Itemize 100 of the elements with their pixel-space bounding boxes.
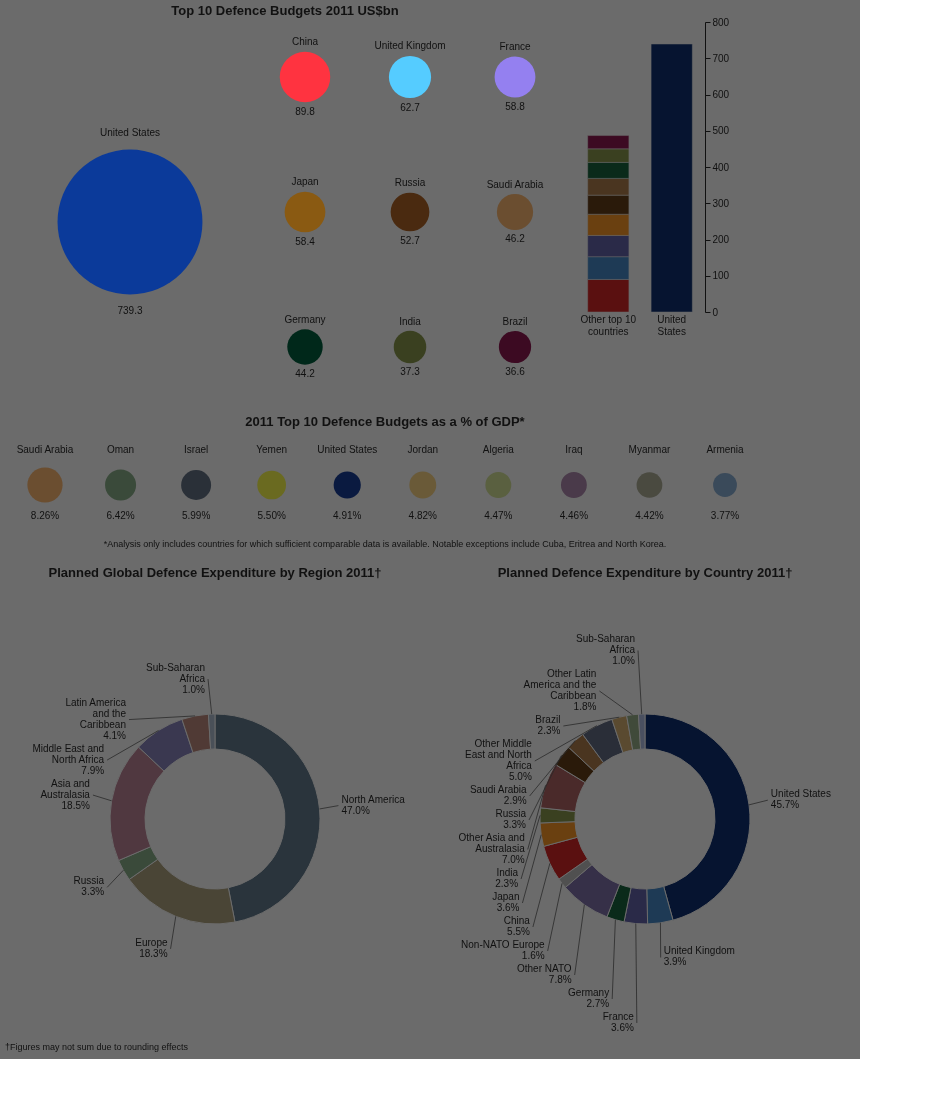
text: Top 10 Defence Budgets 2011 US$bn <box>171 3 399 18</box>
category-label: Algeria <box>482 444 515 455</box>
y-tick-label: 700 <box>712 52 730 64</box>
x-tick-label: Other top 10 countries <box>580 313 637 337</box>
slice-label: Other Asia and Australasia <box>458 832 526 854</box>
slice-label: Other Middle East and North Africa <box>465 738 533 771</box>
category-label: Iraq <box>565 444 583 455</box>
data-label: 5.50% <box>257 510 286 521</box>
data-label: 7.9% <box>81 764 105 776</box>
data-label: 3.9% <box>663 956 687 968</box>
data-label: 7.0% <box>501 854 525 865</box>
slice-label: United Kingdom <box>663 945 735 957</box>
y-tick-label: 400 <box>712 161 730 173</box>
category-label: India <box>399 315 422 327</box>
slice-label: Saudi Arabia <box>469 784 528 795</box>
data-label: 58.4 <box>295 235 316 247</box>
data-label: 1.0% <box>182 683 206 695</box>
y-tick-label: 0 <box>712 306 719 318</box>
data-label: 3.77% <box>710 510 740 521</box>
data-label: 1.0% <box>612 655 636 666</box>
data-label: 4.91% <box>333 510 362 521</box>
data-label: 18.3% <box>139 947 168 959</box>
slice-label: Sub-Saharan Africa <box>146 661 206 684</box>
slice-label: Asia and Australasia <box>40 777 91 800</box>
slice-label: United States <box>770 788 831 800</box>
data-label: 5.0% <box>508 771 532 782</box>
category-label: Israel <box>183 444 209 455</box>
slice-label: North America <box>341 793 406 805</box>
y-tick-label: 200 <box>712 234 730 245</box>
slice-label: Sub-Saharan Africa <box>576 633 636 655</box>
data-label: 45.7% <box>770 799 800 811</box>
category-label: United States <box>317 444 378 455</box>
data-label: 5.5% <box>507 926 531 937</box>
data-label: 739.3 <box>117 304 143 316</box>
category-label: Armenia <box>706 444 745 455</box>
category-label: United States <box>99 127 161 139</box>
category-label: Brazil <box>502 315 528 327</box>
data-label: 6.42% <box>106 510 135 521</box>
category-label: Yemen <box>256 444 288 455</box>
category-label: France <box>499 40 531 52</box>
data-label: 52.7 <box>400 234 421 246</box>
slice-label: Latin America and the Caribbean <box>65 696 127 730</box>
data-label: 1.8% <box>573 701 597 712</box>
category-label: Saudi Arabia <box>16 444 74 455</box>
data-label: 37.3 <box>400 366 421 378</box>
data-label: 2.3% <box>495 878 519 889</box>
slice-label: Germany <box>568 987 610 998</box>
slice-label: Middle East and North Africa <box>32 742 105 765</box>
data-label: 2.9% <box>503 795 527 806</box>
slice-label: Russia <box>73 875 105 887</box>
data-label: 3.6% <box>496 902 520 913</box>
chart-title: Planned Defence Expenditure by Country 2011† <box>497 565 793 580</box>
category-label: China <box>291 35 319 47</box>
data-label: 2.7% <box>586 998 610 1009</box>
category-label: Russia <box>394 177 426 189</box>
data-label: 7.8% <box>548 974 572 985</box>
slice-label: China <box>503 915 531 926</box>
slice-label: Europe <box>135 936 168 948</box>
y-tick-label: 500 <box>712 125 730 137</box>
slice-label: Other NATO <box>516 963 572 974</box>
slice-label: Other Latin America and the Caribbean <box>523 668 597 701</box>
data-label: 44.2 <box>295 367 316 379</box>
text: 2011 Top 10 Defence Budgets as a % of GDP* <box>245 414 526 429</box>
data-label: 4.82% <box>408 510 438 521</box>
text: *Analysis only includes countries for which sufficient comparable data is available. Notable exceptions include Cuba, Eritrea and North Korea. <box>103 539 667 549</box>
data-label: 4.1% <box>103 729 127 741</box>
slice-label: Russia <box>495 808 527 819</box>
data-label: 36.6 <box>505 366 526 378</box>
data-label: 47.0% <box>341 804 370 816</box>
y-tick-label: 300 <box>712 197 730 209</box>
data-label: 58.8 <box>505 101 526 113</box>
slice-label: Japan <box>492 891 520 902</box>
data-label: 5.99% <box>181 510 211 521</box>
data-label: 46.2 <box>505 233 526 245</box>
slice-label: France <box>602 1011 635 1022</box>
data-label: 3.6% <box>611 1022 634 1033</box>
data-label: 3.3% <box>503 819 527 830</box>
category-label: Myanmar <box>628 444 671 455</box>
slice-label: Non-NATO Europe <box>461 939 546 950</box>
slice-label: Brazil <box>535 714 561 725</box>
category-label: United Kingdom <box>374 40 446 52</box>
text: †Figures may not sum due to rounding effects <box>5 1042 189 1052</box>
data-label: 62.7 <box>400 101 421 113</box>
y-tick-label: 100 <box>712 270 730 282</box>
category-label: Japan <box>291 176 319 188</box>
data-label: 4.42% <box>635 510 664 521</box>
chart-title: Planned Global Defence Expenditure by Region 2011† <box>48 565 382 580</box>
category-label: Oman <box>106 444 135 455</box>
category-label: Germany <box>284 314 326 326</box>
y-tick-label: 600 <box>712 89 730 100</box>
data-label: 18.5% <box>61 799 91 811</box>
category-label: Saudi Arabia <box>486 178 544 190</box>
data-label: 1.6% <box>521 950 545 961</box>
data-label: 89.8 <box>295 106 316 118</box>
data-label: 4.47% <box>484 510 513 521</box>
data-label: 8.26% <box>30 510 60 521</box>
data-label: 4.46% <box>559 510 589 521</box>
y-tick-label: 800 <box>712 16 730 28</box>
slice-label: India <box>496 867 519 878</box>
data-label: 3.3% <box>81 886 105 898</box>
